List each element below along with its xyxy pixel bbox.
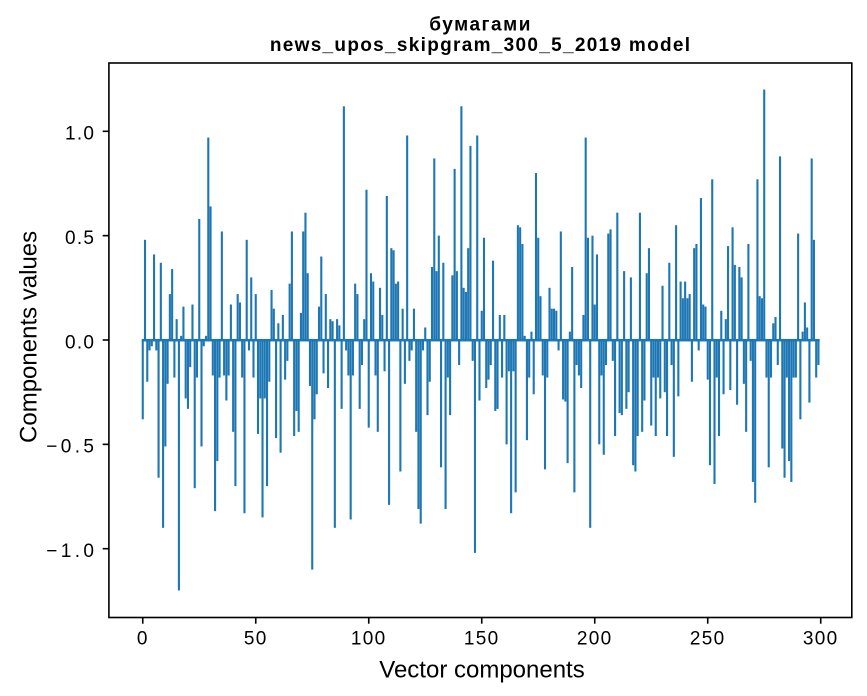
svg-text:50: 50 [244, 629, 268, 650]
svg-text:1.0: 1.0 [65, 124, 95, 145]
svg-text:0.0: 0.0 [65, 332, 95, 353]
svg-text:−0.5: −0.5 [46, 437, 97, 458]
svg-text:Vector components: Vector components [379, 656, 584, 683]
svg-text:100: 100 [351, 629, 387, 650]
svg-text:300: 300 [803, 629, 839, 650]
svg-text:−1.0: −1.0 [46, 541, 97, 562]
svg-text:250: 250 [690, 629, 726, 650]
svg-text:0: 0 [137, 629, 149, 650]
svg-text:200: 200 [577, 629, 613, 650]
svg-text:0.5: 0.5 [65, 228, 95, 249]
svg-text:news_upos_skipgram_300_5_2019: news_upos_skipgram_300_5_2019 model [270, 35, 691, 56]
svg-text:бумагами: бумагами [429, 14, 532, 35]
svg-text:Components values: Components values [16, 231, 43, 443]
svg-text:150: 150 [464, 629, 500, 650]
